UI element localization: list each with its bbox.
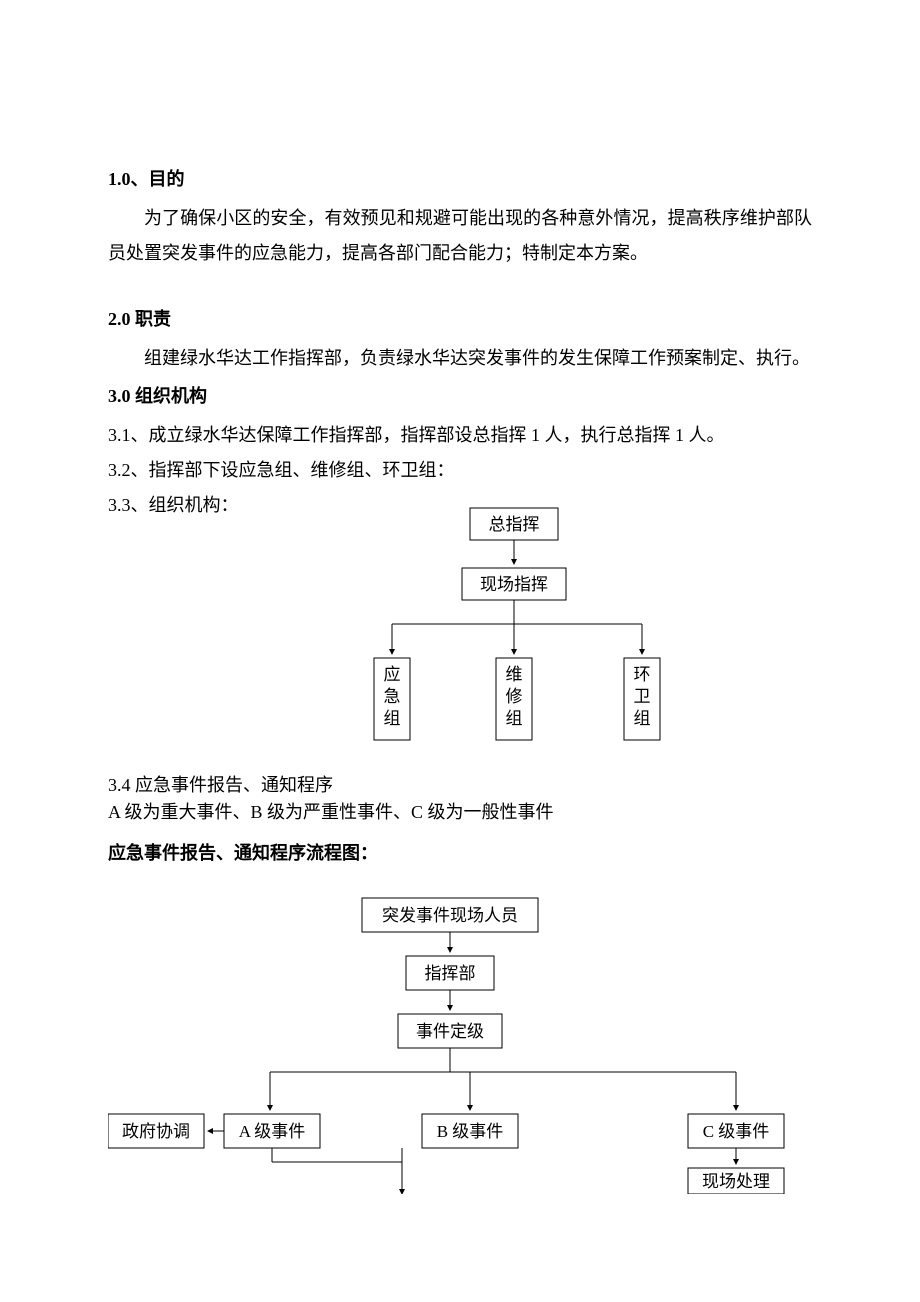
svg-text:组: 组 <box>384 709 401 728</box>
svg-text:急: 急 <box>384 687 401 706</box>
svg-text:维: 维 <box>506 665 523 684</box>
flownode-b: B 级事件 <box>437 1122 504 1141</box>
flownode-a: A 级事件 <box>239 1122 306 1141</box>
orgnode-mid: 现场指挥 <box>480 575 548 594</box>
org-chart: 总指挥 现场指挥 应 急 组 维 修 组 环 卫 组 <box>370 506 690 758</box>
flownode-n2: 指挥部 <box>425 964 476 983</box>
para-3-2: 3.2、指挥部下设应急组、维修组、环卫组： <box>108 453 812 488</box>
section-3-4: 3.4 应急事件报告、通知程序 A 级为重大事件、B 级为严重性事件、C 级为一… <box>108 772 812 871</box>
para-3-1: 3.1、成立绿水华达保障工作指挥部，指挥部设总指挥 1 人，执行总指挥 1 人。 <box>108 418 812 453</box>
flowchart-heading: 应急事件报告、通知程序流程图： <box>108 836 812 871</box>
flownode-c: C 级事件 <box>703 1122 770 1141</box>
para-3-4: 3.4 应急事件报告、通知程序 <box>108 772 812 799</box>
orgnode-top: 总指挥 <box>489 515 540 534</box>
heading-2: 2.0 职责 <box>108 305 812 331</box>
heading-3: 3.0 组织机构 <box>108 382 812 408</box>
svg-text:应: 应 <box>384 665 401 684</box>
para-2-body: 组建绿水华达工作指挥部，负责绿水华达突发事件的发生保障工作预案制定、执行。 <box>108 341 812 376</box>
document-page: 1.0、目的 为了确保小区的安全，有效预见和规避可能出现的各种意外情况，提高秩序… <box>0 0 920 1302</box>
heading-1: 1.0、目的 <box>108 165 812 191</box>
para-3-5: A 级为重大事件、B 级为严重性事件、C 级为一般性事件 <box>108 799 812 826</box>
flownode-handle: 现场处理 <box>702 1172 770 1191</box>
para-1-body: 为了确保小区的安全，有效预见和规避可能出现的各种意外情况，提高秩序维护部队员处置… <box>108 201 812 271</box>
svg-text:卫: 卫 <box>634 687 651 706</box>
flowchart: 突发事件现场人员 指挥部 事件定级 A 级事件 政府协调 B 级事件 C 级事件… <box>108 894 812 1194</box>
flownode-n3: 事件定级 <box>416 1022 484 1041</box>
svg-text:组: 组 <box>634 709 651 728</box>
flownode-n1: 突发事件现场人员 <box>382 906 518 925</box>
svg-text:环: 环 <box>634 665 651 684</box>
svg-text:修: 修 <box>506 687 523 706</box>
spacer <box>108 271 812 305</box>
svg-text:组: 组 <box>506 709 523 728</box>
flownode-gov: 政府协调 <box>122 1122 190 1141</box>
